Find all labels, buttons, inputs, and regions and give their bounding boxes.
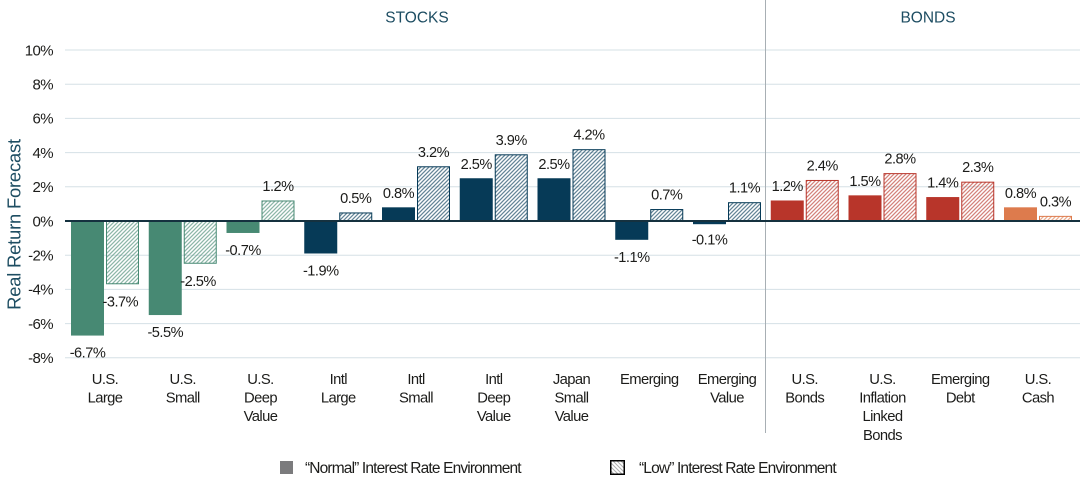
svg-text:Small: Small (399, 391, 433, 407)
svg-text:Large: Large (321, 391, 356, 407)
svg-text:2.3%: 2.3% (962, 160, 994, 176)
svg-text:4.2%: 4.2% (573, 128, 605, 144)
svg-text:-6.7%: -6.7% (70, 346, 106, 362)
svg-text:U.S.: U.S. (792, 372, 818, 388)
svg-text:10%: 10% (25, 42, 53, 59)
svg-text:Emerging: Emerging (931, 372, 990, 388)
svg-text:-4%: -4% (28, 282, 53, 299)
svg-text:Value: Value (710, 391, 744, 407)
svg-text:2.5%: 2.5% (538, 157, 570, 173)
svg-text:Cash: Cash (1022, 391, 1055, 407)
svg-text:0.8%: 0.8% (1005, 186, 1037, 202)
svg-text:Bonds: Bonds (863, 428, 902, 444)
svg-text:BONDS: BONDS (900, 10, 955, 27)
svg-text:U.S.: U.S. (1025, 372, 1051, 388)
svg-text:Emerging: Emerging (698, 372, 757, 388)
svg-text:3.9%: 3.9% (496, 133, 528, 149)
svg-text:Debt: Debt (946, 391, 975, 407)
svg-text:2%: 2% (33, 179, 54, 196)
svg-text:Japan: Japan (553, 372, 591, 388)
svg-text:Intl: Intl (407, 372, 425, 388)
svg-text:-2%: -2% (28, 248, 53, 265)
svg-text:“Normal” Interest Rate Environ: “Normal” Interest Rate Environment (305, 460, 522, 477)
svg-text:1.1%: 1.1% (729, 181, 761, 197)
svg-text:6%: 6% (33, 111, 54, 128)
svg-text:Deep: Deep (244, 391, 277, 407)
svg-text:-0.1%: -0.1% (692, 233, 728, 249)
svg-text:Deep: Deep (477, 391, 510, 407)
svg-text:-5.5%: -5.5% (147, 325, 183, 341)
svg-text:Value: Value (555, 409, 589, 425)
svg-text:Value: Value (244, 409, 278, 425)
svg-text:2.5%: 2.5% (461, 157, 493, 173)
svg-text:Emerging: Emerging (620, 372, 679, 388)
svg-text:STOCKS: STOCKS (385, 10, 448, 27)
svg-text:Linked: Linked (862, 409, 902, 425)
svg-text:2.8%: 2.8% (884, 152, 916, 168)
svg-text:0.3%: 0.3% (1040, 194, 1072, 210)
svg-text:-0.7%: -0.7% (225, 243, 261, 259)
svg-text:-1.1%: -1.1% (614, 250, 650, 266)
svg-text:“Low” Interest Rate Environmen: “Low” Interest Rate Environment (639, 460, 837, 477)
svg-text:-6%: -6% (28, 316, 53, 333)
svg-text:Inflation: Inflation (859, 391, 906, 407)
svg-text:0.8%: 0.8% (383, 186, 415, 202)
svg-text:Value: Value (477, 409, 511, 425)
svg-text:0.7%: 0.7% (651, 188, 683, 204)
svg-text:-3.7%: -3.7% (102, 294, 138, 310)
svg-text:Small: Small (555, 391, 589, 407)
svg-text:8%: 8% (33, 77, 54, 94)
svg-text:-1.9%: -1.9% (303, 263, 339, 279)
svg-text:U.S.: U.S. (247, 372, 273, 388)
svg-text:U.S.: U.S. (92, 372, 118, 388)
svg-text:Real Return Forecast: Real Return Forecast (4, 139, 25, 310)
svg-text:1.2%: 1.2% (772, 179, 804, 195)
svg-text:0.5%: 0.5% (340, 191, 372, 207)
svg-text:-8%: -8% (28, 350, 53, 367)
svg-text:0%: 0% (33, 213, 54, 230)
svg-text:1.2%: 1.2% (262, 179, 294, 195)
svg-text:Small: Small (166, 391, 200, 407)
svg-text:Intl: Intl (485, 372, 503, 388)
svg-text:4%: 4% (33, 145, 54, 162)
svg-text:1.4%: 1.4% (927, 176, 959, 192)
svg-text:2.4%: 2.4% (807, 158, 839, 174)
svg-text:1.5%: 1.5% (849, 174, 881, 190)
svg-text:Large: Large (88, 391, 123, 407)
svg-text:3.2%: 3.2% (418, 145, 450, 161)
svg-text:U.S.: U.S. (170, 372, 196, 388)
svg-text:U.S.: U.S. (869, 372, 895, 388)
svg-text:-2.5%: -2.5% (180, 274, 216, 290)
svg-text:Intl: Intl (330, 372, 348, 388)
svg-text:Bonds: Bonds (785, 391, 824, 407)
